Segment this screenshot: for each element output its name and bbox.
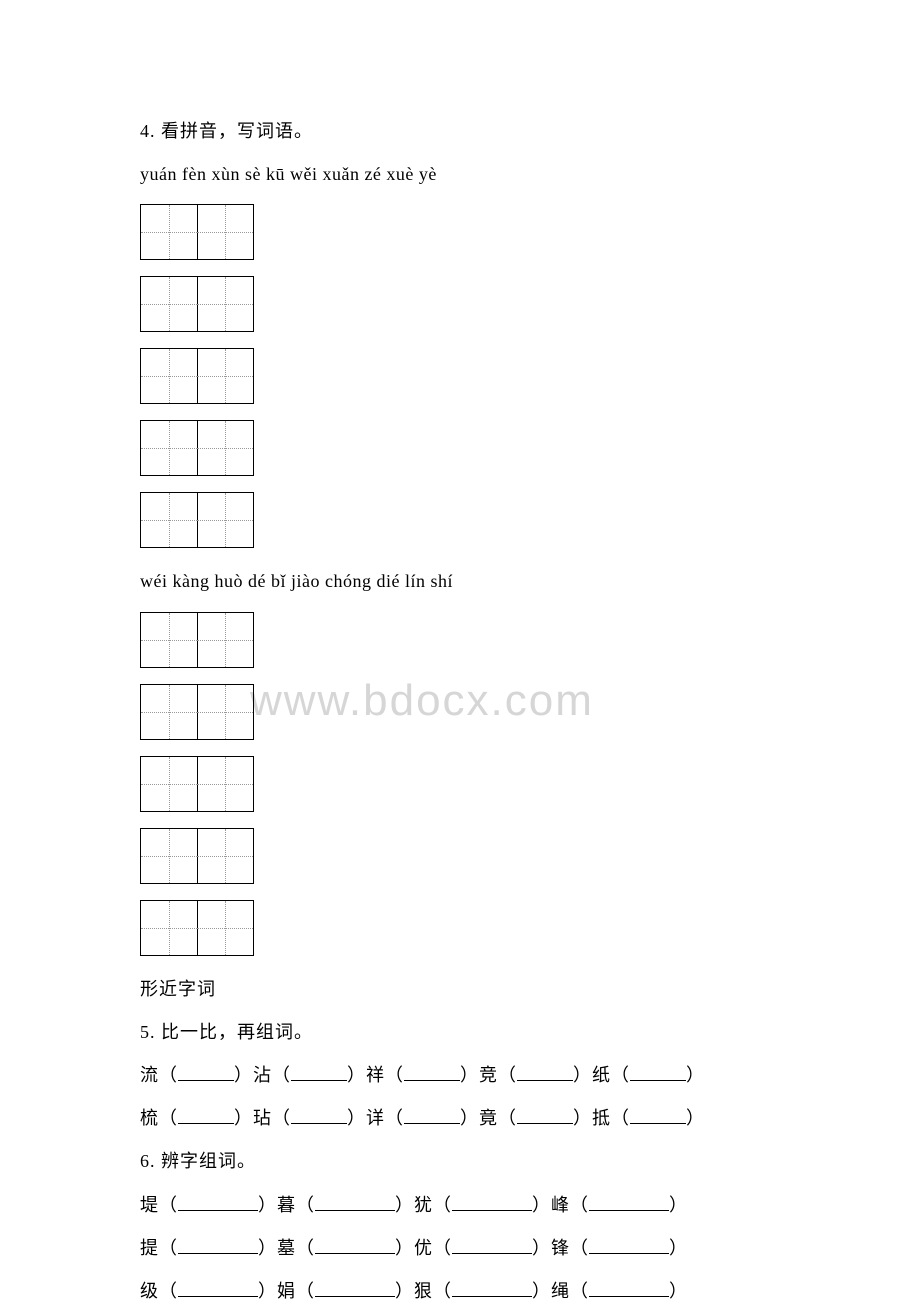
section-heading: 形近字词: [140, 968, 780, 1011]
q4-boxes-group-1: [140, 204, 780, 548]
q5-title: 5. 比一比，再组词。: [140, 1011, 780, 1054]
char-label: 沾: [253, 1065, 272, 1085]
char-label: 梳: [140, 1108, 159, 1128]
fill-blank[interactable]: [178, 1080, 234, 1081]
fill-blank[interactable]: [178, 1210, 258, 1211]
fill-blank[interactable]: [404, 1123, 460, 1124]
char-label: 玷: [253, 1108, 272, 1128]
fill-blank[interactable]: [315, 1296, 395, 1297]
fill-blank[interactable]: [452, 1296, 532, 1297]
fill-blank[interactable]: [589, 1296, 669, 1297]
char-input-box[interactable]: [140, 204, 254, 260]
fill-blank[interactable]: [630, 1123, 686, 1124]
char-label: 流: [140, 1065, 159, 1085]
char-label: 级: [140, 1281, 159, 1301]
q5-row-2: 梳（）玷（）详（）竟（）抵（）: [140, 1097, 780, 1140]
char-label: 竟: [479, 1108, 498, 1128]
fill-blank[interactable]: [452, 1253, 532, 1254]
q5-row-1: 流（）沾（）祥（）竞（）纸（）: [140, 1054, 780, 1097]
q4-pinyin-1: yuán fèn xùn sè kū wěi xuǎn zé xuè yè: [140, 153, 780, 196]
fill-blank[interactable]: [291, 1123, 347, 1124]
fill-blank[interactable]: [315, 1210, 395, 1211]
fill-blank[interactable]: [291, 1080, 347, 1081]
char-input-box[interactable]: [140, 492, 254, 548]
char-label: 墓: [277, 1238, 296, 1258]
page-content: 4. 看拼音，写词语。 yuán fèn xùn sè kū wěi xuǎn …: [140, 110, 780, 1313]
char-label: 优: [414, 1238, 433, 1258]
char-label: 竞: [479, 1065, 498, 1085]
fill-blank[interactable]: [517, 1080, 573, 1081]
fill-blank[interactable]: [452, 1210, 532, 1211]
char-label: 犹: [414, 1195, 433, 1215]
fill-blank[interactable]: [589, 1253, 669, 1254]
char-input-box[interactable]: [140, 612, 254, 668]
char-input-box[interactable]: [140, 276, 254, 332]
char-label: 祥: [366, 1065, 385, 1085]
q4-title: 4. 看拼音，写词语。: [140, 110, 780, 153]
fill-blank[interactable]: [315, 1253, 395, 1254]
char-label: 提: [140, 1238, 159, 1258]
char-label: 纸: [592, 1065, 611, 1085]
char-label: 狠: [414, 1281, 433, 1301]
q6-row-3: 级（）娟（）狠（）绳（）: [140, 1270, 780, 1313]
fill-blank[interactable]: [630, 1080, 686, 1081]
char-input-box[interactable]: [140, 900, 254, 956]
fill-blank[interactable]: [589, 1210, 669, 1211]
q6-row-1: 堤（）暮（）犹（）峰（）: [140, 1184, 780, 1227]
char-label: 详: [366, 1108, 385, 1128]
fill-blank[interactable]: [178, 1296, 258, 1297]
q6-row-2: 提（）墓（）优（）锋（）: [140, 1227, 780, 1270]
q4-boxes-group-2: [140, 612, 780, 956]
char-label: 抵: [592, 1108, 611, 1128]
fill-blank[interactable]: [404, 1080, 460, 1081]
char-label: 峰: [551, 1195, 570, 1215]
char-input-box[interactable]: [140, 684, 254, 740]
char-input-box[interactable]: [140, 348, 254, 404]
char-label: 堤: [140, 1195, 159, 1215]
fill-blank[interactable]: [178, 1253, 258, 1254]
char-input-box[interactable]: [140, 420, 254, 476]
char-input-box[interactable]: [140, 756, 254, 812]
char-label: 绳: [551, 1281, 570, 1301]
q4-pinyin-2: wéi kàng huò dé bǐ jiào chóng dié lín sh…: [140, 560, 780, 603]
fill-blank[interactable]: [517, 1123, 573, 1124]
char-label: 锋: [551, 1238, 570, 1258]
q6-title: 6. 辨字组词。: [140, 1140, 780, 1183]
fill-blank[interactable]: [178, 1123, 234, 1124]
char-label: 暮: [277, 1195, 296, 1215]
char-input-box[interactable]: [140, 828, 254, 884]
char-label: 娟: [277, 1281, 296, 1301]
